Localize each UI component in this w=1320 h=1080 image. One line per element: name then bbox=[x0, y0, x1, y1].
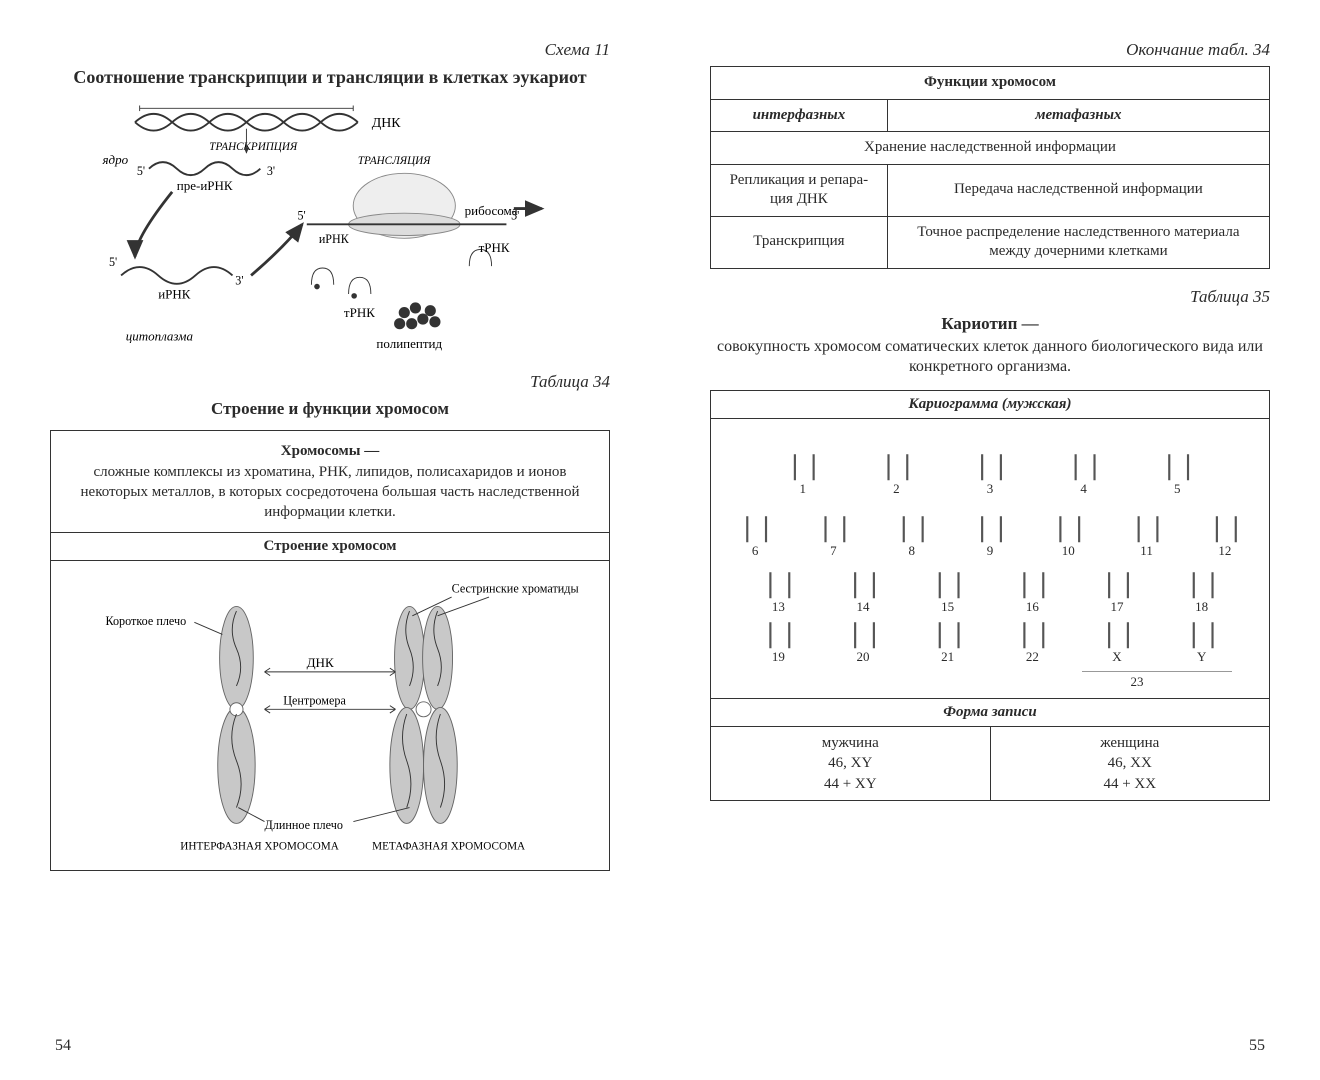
chrom-5: ❘❘5 bbox=[1137, 429, 1217, 497]
transcription-label: ТРАНСКРИПЦИЯ bbox=[209, 141, 298, 153]
chromosome-diagram-box: Сестринские хроматиды Короткое плечо ДНК… bbox=[50, 561, 610, 871]
three-label-1: 3' bbox=[267, 165, 275, 179]
pre-mrna-icon bbox=[149, 163, 260, 176]
form-female: женщина 46, XX 44 + XX bbox=[991, 727, 1271, 801]
interphase-chromosome-icon bbox=[218, 607, 255, 824]
form-female-l2: 44 + XX bbox=[1103, 776, 1156, 792]
form-male-label: мужчина bbox=[822, 735, 879, 751]
func-r2a: Репликация и репара­ция ДНК bbox=[711, 164, 888, 216]
transcription-diagram: ДНК ТРАНСКРИПЦИЯ 5' 3' пре-иРНК ядро 5' … bbox=[50, 99, 610, 359]
chrom-Y: ❘❘Y bbox=[1166, 625, 1237, 665]
chrom-21: ❘❘21 bbox=[912, 625, 983, 665]
func-r2b: Передача наследственной информации bbox=[887, 164, 1269, 216]
five-label-3: 5' bbox=[298, 209, 306, 223]
chrom-1: ❘❘1 bbox=[763, 429, 843, 497]
metaphase-chromosome-icon bbox=[390, 607, 457, 824]
functions-table: Функции хромосом интерфазных метафазных … bbox=[710, 66, 1270, 269]
chrom-16: ❘❘16 bbox=[997, 569, 1068, 615]
chrom-17: ❘❘17 bbox=[1082, 569, 1153, 615]
form-head: Форма записи bbox=[710, 699, 1270, 727]
trna-icon bbox=[311, 250, 491, 299]
long-arm-label: Длинное плечо bbox=[265, 819, 343, 833]
five-label-1: 5' bbox=[137, 165, 145, 179]
chrom-10: ❘❘10 bbox=[1036, 507, 1100, 559]
mrna-icon bbox=[121, 267, 232, 284]
trna-label-2: тРНК bbox=[479, 241, 510, 256]
chrom-20: ❘❘20 bbox=[828, 625, 899, 665]
page-right: Окончание табл. 34 Функции хромосом инте… bbox=[660, 0, 1320, 1080]
func-col1: интерфазных bbox=[711, 99, 888, 132]
chrom-8: ❘❘8 bbox=[880, 507, 944, 559]
interphase-label: ИНТЕРФАЗНАЯ ХРОМОСОМА bbox=[180, 841, 339, 853]
chrom-2: ❘❘2 bbox=[857, 429, 937, 497]
karyo-title: Кариотип — bbox=[710, 313, 1270, 335]
chromosome-def-box: Хромосомы — сложные комплексы из хромати… bbox=[50, 430, 610, 533]
chrom-6: ❘❘6 bbox=[723, 507, 787, 559]
trna-label: тРНК bbox=[344, 306, 375, 321]
three-label-2: 3' bbox=[235, 274, 243, 288]
ribosome-label: рибосома bbox=[465, 203, 518, 218]
page-left: Схема 11 Соотношение транскрипции и тран… bbox=[0, 0, 660, 1080]
chrom-19: ❘❘19 bbox=[743, 625, 814, 665]
dna-icon bbox=[135, 114, 358, 131]
dna-label-2: ДНК bbox=[307, 656, 334, 671]
chrom-4: ❘❘4 bbox=[1044, 429, 1124, 497]
sister-label: Сестринские хроматиды bbox=[452, 582, 579, 596]
dna-label: ДНК bbox=[372, 116, 402, 131]
chrom-X: ❘❘X bbox=[1082, 625, 1153, 665]
group-23: 23 bbox=[1082, 671, 1232, 690]
mrna-label: иРНК bbox=[158, 287, 191, 302]
chrom-3: ❘❘3 bbox=[950, 429, 1030, 497]
pre-mrna-label: пре-иРНК bbox=[177, 178, 233, 193]
chrom-7: ❘❘7 bbox=[801, 507, 865, 559]
func-merged: Хранение наследственной информации bbox=[711, 132, 1270, 165]
nucleus-label: ядро bbox=[102, 152, 129, 167]
table35-caption: Таблица 35 bbox=[710, 287, 1270, 307]
chrom-18: ❘❘18 bbox=[1166, 569, 1237, 615]
centromere-label: Центромера bbox=[283, 694, 346, 708]
polypeptide-icon bbox=[394, 303, 440, 330]
form-row: мужчина 46, XY 44 + XY женщина 46, XX 44… bbox=[710, 727, 1270, 801]
cont-caption: Окончание табл. 34 bbox=[710, 40, 1270, 60]
chromosome-def-body: сложные комплексы из хроматина, РНК, лип… bbox=[81, 464, 580, 521]
chrom-14: ❘❘14 bbox=[828, 569, 899, 615]
scheme-title: Соотношение транскрипции и трансляции в … bbox=[50, 66, 610, 89]
translation-label: ТРАНСЛЯЦИЯ bbox=[358, 155, 431, 167]
cytoplasm-label: цитоплазма bbox=[126, 329, 194, 344]
karyogram: ❘❘1❘❘2❘❘3❘❘4❘❘5 ❘❘6 ❘❘7 ❘❘8 ❘❘9 ❘❘10 ❘❘11 ❘❘12 ❘… bbox=[710, 419, 1270, 699]
chrom-9: ❘❘9 bbox=[958, 507, 1022, 559]
func-r3a: Транскрипция bbox=[711, 216, 888, 268]
table34-caption: Таблица 34 bbox=[50, 372, 610, 392]
form-male-l1: 46, XY bbox=[828, 755, 872, 771]
func-r3b: Точное распределение наследственного мат… bbox=[887, 216, 1269, 268]
table34-title: Строение и функции хромосом bbox=[50, 398, 610, 420]
form-female-l1: 46, XX bbox=[1108, 755, 1152, 771]
structure-head: Строение хромосом bbox=[50, 533, 610, 561]
karyogram-head: Кариограмма (мужская) bbox=[710, 390, 1270, 419]
karyo-def: совокупность хромосом соматических клето… bbox=[710, 337, 1270, 379]
form-male-l2: 44 + XY bbox=[824, 776, 877, 792]
page-number-right: 55 bbox=[1249, 1037, 1265, 1055]
chromosome-def-head: Хромосомы — bbox=[281, 443, 379, 459]
chrom-12: ❘❘12 bbox=[1193, 507, 1257, 559]
func-col2: метафазных bbox=[887, 99, 1269, 132]
form-male: мужчина 46, XY 44 + XY bbox=[710, 727, 991, 801]
chromosome-diagram: Сестринские хроматиды Короткое плечо ДНК… bbox=[57, 569, 603, 859]
chrom-13: ❘❘13 bbox=[743, 569, 814, 615]
form-female-label: женщина bbox=[1100, 735, 1159, 751]
scheme-caption: Схема 11 bbox=[50, 40, 610, 60]
five-label-2: 5' bbox=[109, 256, 117, 270]
chrom-11: ❘❘11 bbox=[1114, 507, 1178, 559]
mrna-label-2: иРНК bbox=[319, 232, 350, 246]
func-header: Функции хромосом bbox=[711, 67, 1270, 100]
page-number-left: 54 bbox=[55, 1037, 71, 1055]
chrom-22: ❘❘22 bbox=[997, 625, 1068, 665]
polypeptide-label: полипептид bbox=[376, 336, 442, 351]
chrom-15: ❘❘15 bbox=[912, 569, 983, 615]
metaphase-label: МЕТАФАЗНАЯ ХРОМОСОМА bbox=[372, 841, 526, 853]
three-label-3: 3' bbox=[511, 209, 519, 223]
short-arm-label: Короткое плечо bbox=[105, 615, 186, 629]
